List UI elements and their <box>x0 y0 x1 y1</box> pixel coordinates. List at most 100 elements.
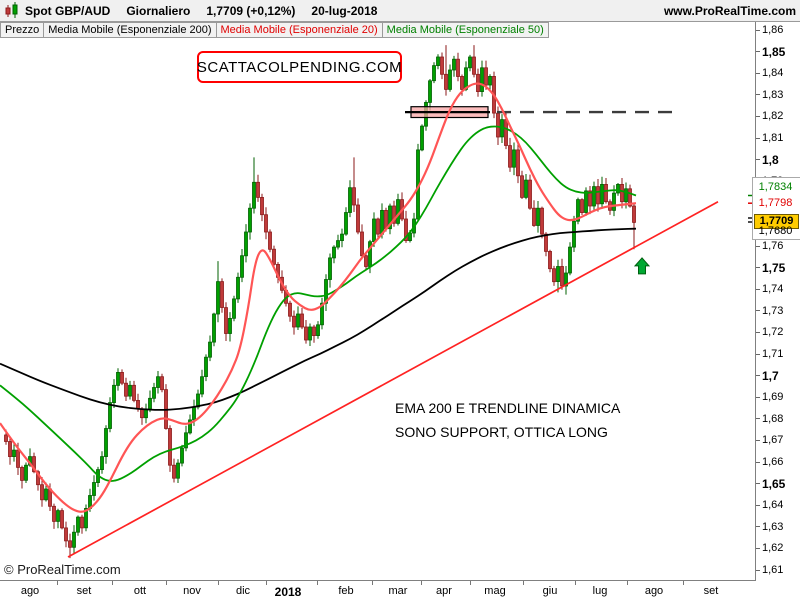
up-arrow <box>633 257 651 275</box>
x-axis-label: apr <box>436 585 452 597</box>
y-axis-label: 1,62 <box>762 542 784 555</box>
indicator-tabs: Prezzo Media Mobile (Esponenziale 200) M… <box>0 22 549 38</box>
y-axis-label: 1,83 <box>762 88 784 101</box>
x-axis-tickmark <box>575 581 576 585</box>
y-axis-tickmark <box>756 94 760 96</box>
y-axis-tickmark <box>756 115 760 117</box>
y-axis-tickmark <box>756 137 760 139</box>
y-axis-label: 1,64 <box>762 499 784 512</box>
x-axis-label: 2018 <box>274 585 302 599</box>
x-axis-label: set <box>76 585 92 597</box>
last-price-and-change: 1,7709 (+0,12%) <box>206 3 296 18</box>
chart-note-line1: EMA 200 E TRENDLINE DINAMICA <box>395 400 621 416</box>
candles <box>4 45 636 559</box>
x-axis-label: ott <box>133 585 147 597</box>
y-axis-label: 1,66 <box>762 456 784 468</box>
y-axis-tickmark <box>756 51 760 53</box>
tab-ema-50[interactable]: Media Mobile (Esponenziale 50) <box>381 22 549 38</box>
x-axis-tickmark <box>112 581 113 585</box>
y-axis-tickmark <box>756 504 760 506</box>
x-axis-tickmark <box>57 581 58 585</box>
tab-prezzo[interactable]: Prezzo <box>0 22 45 38</box>
y-axis-tickmark <box>756 267 760 269</box>
y-axis-tickmark <box>756 483 760 485</box>
y-axis-tickmark <box>756 396 760 398</box>
y-axis-label: 1,69 <box>762 391 784 404</box>
y-axis-label: 1,81 <box>762 132 784 144</box>
copyright-label: © ProRealTime.com <box>4 562 121 577</box>
x-axis-label: giu <box>542 585 558 597</box>
price-label-panel: 1,7834 1,7798 1,7709 1,7680 <box>752 177 800 240</box>
candlestick-icon <box>4 2 19 19</box>
x-axis-tickmark <box>218 581 219 585</box>
y-axis-label: 1,86 <box>762 24 784 36</box>
y-axis-label: 1,74 <box>762 283 784 296</box>
y-axis-tickmark <box>756 353 760 355</box>
ema-200-line <box>0 227 637 411</box>
time-axis[interactable]: ago set ott nov dic 2018 feb mar apr mag giu lug ago… <box>0 580 756 600</box>
tab-ema-20[interactable]: Media Mobile (Esponenziale 20) <box>215 22 383 38</box>
y-axis-tickmark <box>756 310 760 312</box>
y-axis-tickmark <box>756 288 760 290</box>
y-axis-tickmark <box>756 569 760 571</box>
x-axis-label: nov <box>183 585 201 597</box>
y-axis-label: 1,68 <box>762 412 784 425</box>
x-axis-tickmark <box>421 581 422 585</box>
y-axis-label: 1,63 <box>762 520 784 533</box>
y-axis-tickmark <box>756 439 760 441</box>
y-axis-label: 1,85 <box>762 44 786 59</box>
y-axis-tickmark <box>756 29 760 31</box>
y-axis-label: 1,61 <box>762 564 784 576</box>
date-label: 20-lug-2018 <box>311 3 378 18</box>
tab-ema-200[interactable]: Media Mobile (Esponenziale 200) <box>43 22 217 38</box>
x-axis-label: dic <box>235 585 251 597</box>
y-axis-tickmark <box>756 418 760 420</box>
price-tag-ema50: 1,7834 <box>758 180 793 193</box>
provider-link[interactable]: www.ProRealTime.com <box>663 3 796 18</box>
y-axis-label: 1,8 <box>762 152 779 167</box>
x-axis-tickmark <box>523 581 524 585</box>
y-axis-label: 1,65 <box>762 476 786 491</box>
watermark-box: SCATTACOLPENDING.COM <box>197 51 402 83</box>
trendline <box>67 200 719 558</box>
x-axis-tickmark <box>627 581 628 585</box>
ema-20-line <box>0 82 637 513</box>
x-axis-label: ago <box>644 585 664 597</box>
x-axis-label: mar <box>388 585 408 597</box>
timeframe-label: Giornaliero <box>126 3 191 18</box>
price-tag-last: 1,7709 <box>754 213 799 229</box>
y-axis-tickmark <box>756 547 760 549</box>
x-axis-label: ago <box>20 585 40 597</box>
y-axis-tickmark <box>756 245 760 247</box>
chart-note-line2: SONO SUPPORT, OTTICA LONG <box>395 424 608 440</box>
price-tag-ema200: 1,7680 <box>758 224 793 237</box>
y-axis-label: 1,75 <box>762 260 786 275</box>
y-axis-label: 1,84 <box>762 67 784 80</box>
x-axis-label: feb <box>338 585 354 597</box>
y-axis-label: 1,7 <box>762 368 779 383</box>
price-axis[interactable]: 1,861,851,841,831,821,811,81,791,761,751… <box>755 22 800 580</box>
x-axis-label: lug <box>592 585 608 597</box>
x-axis-tickmark <box>166 581 167 585</box>
price-tag-ema20: 1,7798 <box>758 197 793 209</box>
x-axis-tickmark <box>470 581 471 585</box>
x-axis-tickmark <box>266 581 267 585</box>
watermark-text: SCATTACOLPENDING.COM <box>196 58 403 76</box>
y-axis-label: 1,73 <box>762 304 784 317</box>
x-axis-tickmark <box>683 581 684 585</box>
y-axis-label: 1,72 <box>762 326 784 339</box>
title-bar: Spot GBP/AUD Giornaliero 1,7709 (+0,12%)… <box>0 0 800 22</box>
y-axis-label: 1,67 <box>762 434 784 447</box>
x-axis-tickmark <box>317 581 318 585</box>
x-axis-tickmark <box>372 581 373 585</box>
y-axis-label: 1,82 <box>762 110 784 123</box>
symbol-title: Spot GBP/AUD <box>25 3 111 18</box>
y-axis-tickmark <box>756 331 760 333</box>
y-axis-label: 1,76 <box>762 240 784 252</box>
chart-note: EMA 200 E TRENDLINE DINAMICA SONO SUPPOR… <box>395 396 620 444</box>
y-axis-label: 1,71 <box>762 348 784 360</box>
y-axis-tickmark <box>756 461 760 463</box>
x-axis-label: mag <box>484 585 506 597</box>
